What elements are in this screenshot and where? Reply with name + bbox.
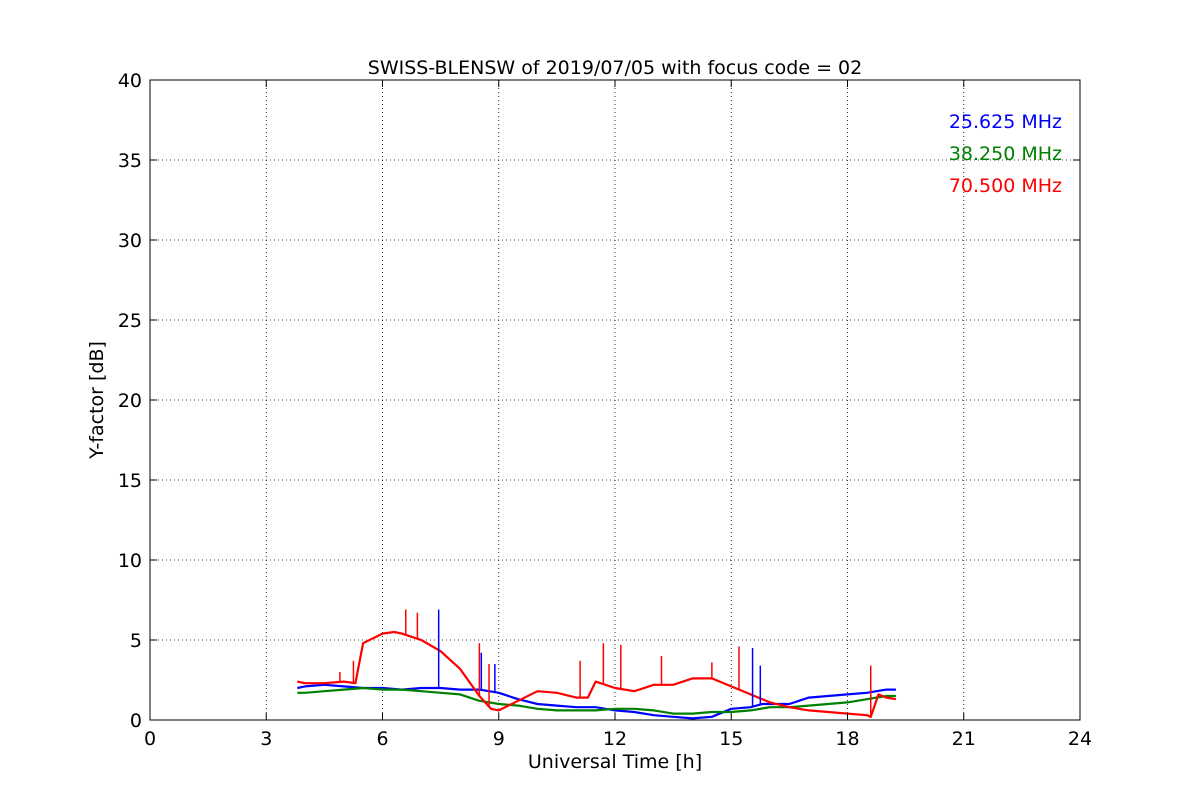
x-tick-label: 18 [835, 728, 859, 750]
y-tick-label: 20 [118, 390, 142, 412]
x-tick-label: 15 [719, 728, 743, 750]
x-tick-label: 6 [376, 728, 388, 750]
y-tick-label: 40 [118, 70, 142, 92]
chart-title: SWISS-BLENSW of 2019/07/05 with focus co… [368, 57, 862, 79]
x-tick-label: 3 [260, 728, 272, 750]
ticks [149, 79, 1081, 721]
y-tick-label: 10 [118, 550, 142, 572]
y-tick-label: 5 [130, 630, 142, 652]
tick-labels: 0 3 6 9 12 15 18 21 24 0 5 10 15 20 25 30 35 40 [118, 70, 1092, 750]
x-tick-label: 12 [603, 728, 627, 750]
legend-entry: 25.625 MHz [949, 111, 1062, 133]
y-tick-label: 25 [118, 310, 142, 332]
x-axis-label: Universal Time [h] [528, 751, 702, 773]
y-tick-label: 0 [130, 710, 142, 732]
series-line-1 [297, 686, 896, 715]
grid [150, 80, 1080, 720]
legend: 25.625 MHz 38.250 MHz 70.500 MHz [949, 111, 1062, 197]
x-tick-label: 0 [144, 728, 156, 750]
x-tick-label: 24 [1068, 728, 1092, 750]
legend-entry: 70.500 MHz [949, 175, 1062, 197]
x-tick-label: 9 [493, 728, 505, 750]
y-tick-label: 15 [118, 470, 142, 492]
series-layer [297, 609, 897, 720]
y-axis-label: Y-factor [dB] [86, 341, 108, 460]
y-tick-label: 35 [118, 150, 142, 172]
series-line-2 [297, 630, 897, 718]
plot-area [297, 609, 897, 720]
y-tick-label: 30 [118, 230, 142, 252]
legend-entry: 38.250 MHz [949, 143, 1062, 165]
x-tick-label: 21 [952, 728, 976, 750]
